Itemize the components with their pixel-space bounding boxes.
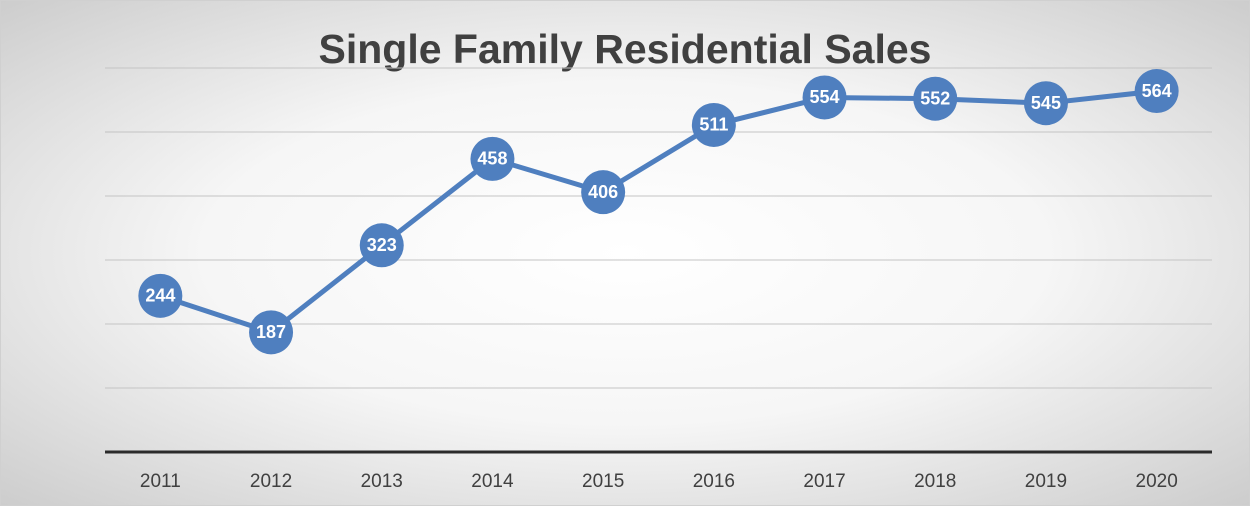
data-label: 244	[145, 286, 175, 306]
data-point	[1134, 69, 1179, 114]
data-label: 552	[920, 88, 950, 108]
data-point	[359, 223, 404, 268]
data-point	[691, 102, 736, 147]
x-tick-label: 2019	[1025, 471, 1067, 492]
x-tick-label: 2018	[914, 471, 956, 492]
data-point	[913, 76, 958, 121]
data-label: 406	[588, 182, 618, 202]
data-point	[802, 75, 847, 120]
data-label: 554	[810, 87, 840, 107]
series-line	[159, 88, 1157, 335]
data-point	[1023, 81, 1068, 126]
x-tick-label: 2015	[582, 471, 624, 492]
x-tick-label: 2020	[1136, 471, 1178, 492]
data-label: 511	[699, 115, 728, 135]
x-tick-label: 2013	[361, 471, 403, 492]
x-tick-label: 2017	[803, 471, 845, 492]
data-label: 458	[477, 149, 507, 169]
x-tick-label: 2014	[471, 471, 514, 492]
data-point	[138, 273, 183, 318]
x-tick-label: 2011	[140, 471, 181, 492]
data-label: 323	[367, 235, 397, 255]
x-tick-label: 2016	[693, 471, 735, 492]
data-point	[581, 170, 626, 215]
chart-title: Single Family Residential Sales	[319, 26, 932, 72]
x-tick-label: 2012	[250, 471, 292, 492]
data-point	[249, 310, 294, 355]
data-point	[470, 136, 515, 181]
data-label: 187	[256, 322, 286, 342]
data-label: 545	[1031, 93, 1061, 113]
data-label: 564	[1142, 81, 1172, 101]
